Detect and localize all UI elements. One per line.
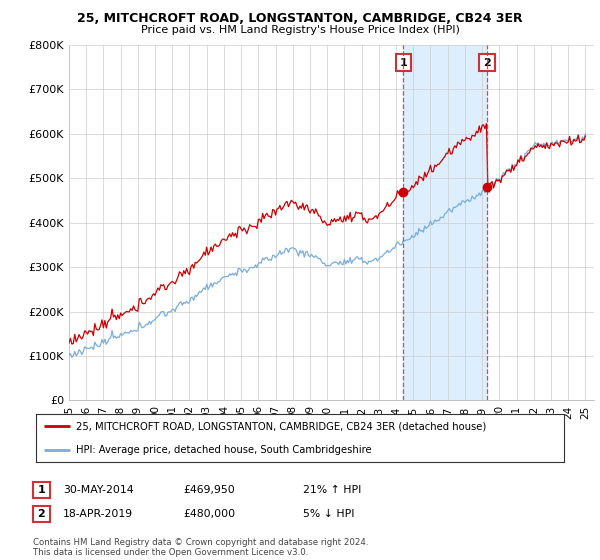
Text: £480,000: £480,000 [183, 509, 235, 519]
Text: 30-MAY-2014: 30-MAY-2014 [63, 485, 134, 495]
Text: £469,950: £469,950 [183, 485, 235, 495]
Bar [403, 45, 487, 400]
Text: 18-APR-2019: 18-APR-2019 [63, 509, 133, 519]
Text: 25, MITCHCROFT ROAD, LONGSTANTON, CAMBRIDGE, CB24 3ER: 25, MITCHCROFT ROAD, LONGSTANTON, CAMBRI… [77, 12, 523, 25]
Text: 1: 1 [400, 58, 407, 68]
Text: 5% ↓ HPI: 5% ↓ HPI [303, 509, 355, 519]
Text: 21% ↑ HPI: 21% ↑ HPI [303, 485, 361, 495]
Text: 25, MITCHCROFT ROAD, LONGSTANTON, CAMBRIDGE, CB24 3ER (detached house): 25, MITCHCROFT ROAD, LONGSTANTON, CAMBRI… [76, 421, 486, 431]
Text: Price paid vs. HM Land Registry's House Price Index (HPI): Price paid vs. HM Land Registry's House … [140, 25, 460, 35]
Text: 2: 2 [38, 509, 45, 519]
Text: HPI: Average price, detached house, South Cambridgeshire: HPI: Average price, detached house, Sout… [76, 445, 371, 455]
Text: 1: 1 [38, 485, 45, 495]
Text: 2: 2 [483, 58, 491, 68]
Text: Contains HM Land Registry data © Crown copyright and database right 2024.
This d: Contains HM Land Registry data © Crown c… [33, 538, 368, 557]
